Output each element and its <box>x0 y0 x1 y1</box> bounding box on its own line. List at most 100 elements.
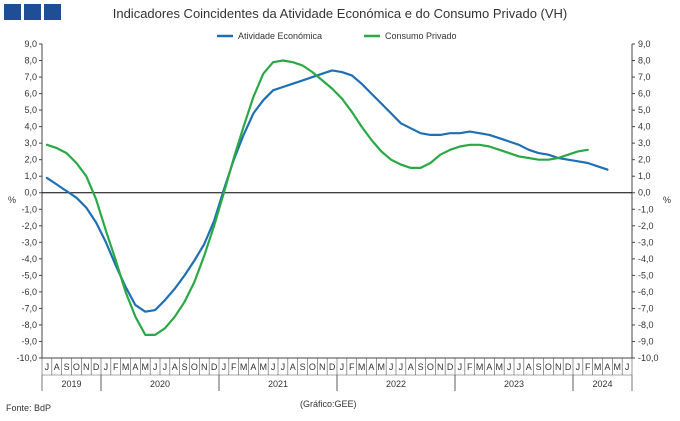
y-tick-label-right: 8,0 <box>638 56 651 66</box>
month-label: F <box>585 362 591 372</box>
y-tick-label-left: 3,0 <box>24 138 37 148</box>
month-label: J <box>576 362 581 372</box>
y-tick-label-left: 0,0 <box>24 188 37 198</box>
month-label: M <box>476 362 484 372</box>
y-tick-label-right: -7,0 <box>638 303 654 313</box>
y-tick-label-right: 3,0 <box>638 138 651 148</box>
year-label: 2023 <box>504 379 524 389</box>
y-axis-unit-left: % <box>8 195 16 205</box>
month-label: J <box>399 362 404 372</box>
year-label: 2020 <box>150 379 170 389</box>
month-label: A <box>408 362 414 372</box>
year-label: 2019 <box>61 379 81 389</box>
y-tick-label-left: -6,0 <box>21 287 37 297</box>
month-label: J <box>507 362 512 372</box>
month-label: F <box>231 362 237 372</box>
y-tick-label-left: -2,0 <box>21 221 37 231</box>
month-label: D <box>93 362 100 372</box>
y-tick-label-right: 2,0 <box>638 155 651 165</box>
year-label: 2022 <box>386 379 406 389</box>
y-tick-label-left: 5,0 <box>24 105 37 115</box>
month-label: N <box>437 362 444 372</box>
chart-credit: (Gráfico:GEE) <box>300 399 357 409</box>
y-tick-label-left: -7,0 <box>21 303 37 313</box>
y-tick-label-left: -4,0 <box>21 254 37 264</box>
month-label: D <box>447 362 454 372</box>
month-label: M <box>260 362 268 372</box>
month-label: A <box>172 362 178 372</box>
y-tick-label-left: 8,0 <box>24 56 37 66</box>
y-tick-label-left: 7,0 <box>24 72 37 82</box>
month-label: M <box>240 362 248 372</box>
month-label: N <box>83 362 90 372</box>
y-tick-label-right: -5,0 <box>638 270 654 280</box>
y-tick-label-left: -1,0 <box>21 204 37 214</box>
month-label: J <box>45 362 50 372</box>
source-note: Fonte: BdP <box>6 403 52 413</box>
y-tick-label-left: 4,0 <box>24 122 37 132</box>
month-label: D <box>211 362 218 372</box>
y-tick-label-left: -5,0 <box>21 270 37 280</box>
y-tick-label-right: 0,0 <box>638 188 651 198</box>
month-label: N <box>555 362 562 372</box>
month-label: J <box>153 362 158 372</box>
month-label: J <box>458 362 463 372</box>
month-label: F <box>467 362 473 372</box>
month-label: O <box>309 362 316 372</box>
logo-block-3 <box>44 4 61 20</box>
y-tick-label-right: -3,0 <box>638 237 654 247</box>
y-tick-label-left: -8,0 <box>21 320 37 330</box>
month-label: M <box>358 362 366 372</box>
month-label: O <box>73 362 80 372</box>
month-label: N <box>319 362 326 372</box>
month-label: M <box>378 362 386 372</box>
month-label: J <box>163 362 168 372</box>
y-tick-label-right: -9,0 <box>638 336 654 346</box>
month-label: O <box>427 362 434 372</box>
year-label: 2021 <box>268 379 288 389</box>
month-label: O <box>545 362 552 372</box>
month-label: J <box>104 362 109 372</box>
month-label: J <box>271 362 276 372</box>
month-label: D <box>329 362 336 372</box>
month-label: M <box>122 362 130 372</box>
month-label: O <box>191 362 198 372</box>
y-tick-label-right: -6,0 <box>638 287 654 297</box>
y-tick-label-left: 9,0 <box>24 39 37 49</box>
y-tick-label-right: -4,0 <box>638 254 654 264</box>
y-tick-label-right: 1,0 <box>638 171 651 181</box>
month-label: A <box>368 362 374 372</box>
y-tick-label-right: 7,0 <box>638 72 651 82</box>
series-line-consumo <box>45 59 589 336</box>
month-label: A <box>486 362 492 372</box>
month-label: S <box>182 362 188 372</box>
y-tick-label-left: 1,0 <box>24 171 37 181</box>
month-label: F <box>349 362 355 372</box>
month-label: M <box>594 362 602 372</box>
month-label: A <box>526 362 532 372</box>
y-tick-label-right: 6,0 <box>638 89 651 99</box>
month-label: J <box>625 362 630 372</box>
y-tick-label-left: 2,0 <box>24 155 37 165</box>
logo-block-1 <box>4 4 21 20</box>
month-label: S <box>536 362 542 372</box>
year-label: 2024 <box>592 379 612 389</box>
month-label: A <box>132 362 138 372</box>
y-tick-label-right: 9,0 <box>638 39 651 49</box>
month-label: N <box>201 362 208 372</box>
month-label: J <box>222 362 227 372</box>
month-label: S <box>64 362 70 372</box>
y-tick-label-right: -10,0 <box>638 353 659 363</box>
y-axis-unit-right: % <box>663 195 671 205</box>
series-line-atividade <box>45 69 609 313</box>
month-label: S <box>418 362 424 372</box>
month-label: J <box>517 362 522 372</box>
y-tick-label-right: -2,0 <box>638 221 654 231</box>
month-label: S <box>300 362 306 372</box>
month-label: A <box>54 362 60 372</box>
month-label: J <box>340 362 345 372</box>
y-tick-label-left: -9,0 <box>21 336 37 346</box>
month-label: J <box>389 362 394 372</box>
y-tick-label-right: 4,0 <box>638 122 651 132</box>
month-label: F <box>113 362 119 372</box>
